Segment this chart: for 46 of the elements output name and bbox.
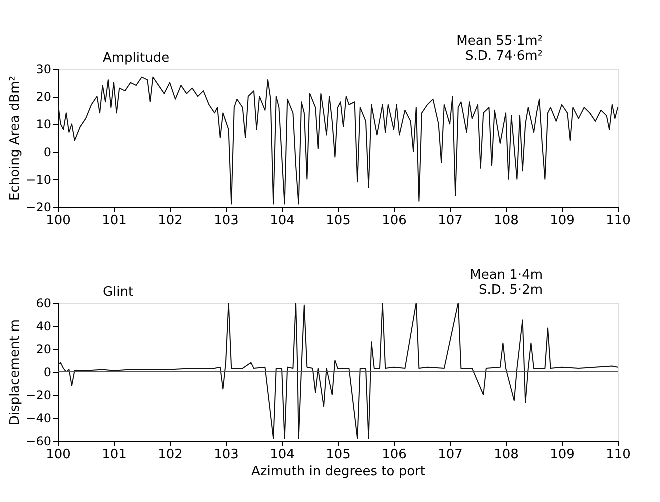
x-tick-label: 106 xyxy=(382,448,407,462)
x-tick-label: 108 xyxy=(494,448,519,462)
y-tick-label: −40 xyxy=(26,412,52,426)
x-tick-label: 101 xyxy=(102,214,127,228)
y-tick-label: 0 xyxy=(44,145,52,160)
line-series xyxy=(58,76,618,205)
x-tick-label: 104 xyxy=(270,448,295,462)
x-axis-title: Azimuth in degrees to port xyxy=(252,464,426,480)
y-tick-label: −60 xyxy=(26,434,52,448)
x-tick-label: 105 xyxy=(326,448,351,462)
line-series xyxy=(58,303,618,440)
y-tick-label: 20 xyxy=(36,90,52,104)
x-tick-label: 100 xyxy=(46,448,71,462)
x-tick-label: 110 xyxy=(606,448,631,462)
y-tick-label: −10 xyxy=(26,172,52,187)
y-tick-label: 40 xyxy=(36,320,52,334)
x-tick-label: 103 xyxy=(214,448,239,462)
x-tick-label: 102 xyxy=(158,214,183,228)
chart-title: Amplitude xyxy=(103,51,170,66)
y-tick-label: −20 xyxy=(26,200,52,214)
x-tick-label: 101 xyxy=(102,448,127,462)
y-tick-label: −20 xyxy=(26,388,52,402)
x-tick-label: 100 xyxy=(46,214,71,228)
y-tick-label: 10 xyxy=(36,118,52,132)
x-tick-label: 107 xyxy=(438,214,463,228)
y-axis-title: Displacement m xyxy=(8,319,24,426)
y-tick-label: 20 xyxy=(36,342,52,356)
chart-title: Glint xyxy=(103,285,134,300)
x-tick-label: 109 xyxy=(550,214,575,228)
x-tick-label: 106 xyxy=(382,214,407,228)
text: S.D. 5·2m xyxy=(479,283,543,298)
x-tick-label: 103 xyxy=(214,214,239,228)
text: Mean 1·4m xyxy=(470,268,543,283)
x-tick-label: 109 xyxy=(550,448,575,462)
y-tick-label: 30 xyxy=(36,62,52,76)
x-tick-label: 108 xyxy=(494,214,519,228)
x-tick-label: 107 xyxy=(438,448,463,462)
x-tick-label: 102 xyxy=(158,448,183,462)
y-axis-title: Echoing Area dBm² xyxy=(8,76,24,201)
x-tick-label: 104 xyxy=(270,214,295,228)
text: Mean 55·1m² xyxy=(456,34,543,49)
y-tick-label: 60 xyxy=(36,296,52,310)
x-tick-label: 105 xyxy=(326,214,351,228)
text: S.D. 74·6m² xyxy=(466,49,543,64)
x-tick-label: 110 xyxy=(606,214,631,228)
y-tick-label: 0 xyxy=(44,366,52,380)
